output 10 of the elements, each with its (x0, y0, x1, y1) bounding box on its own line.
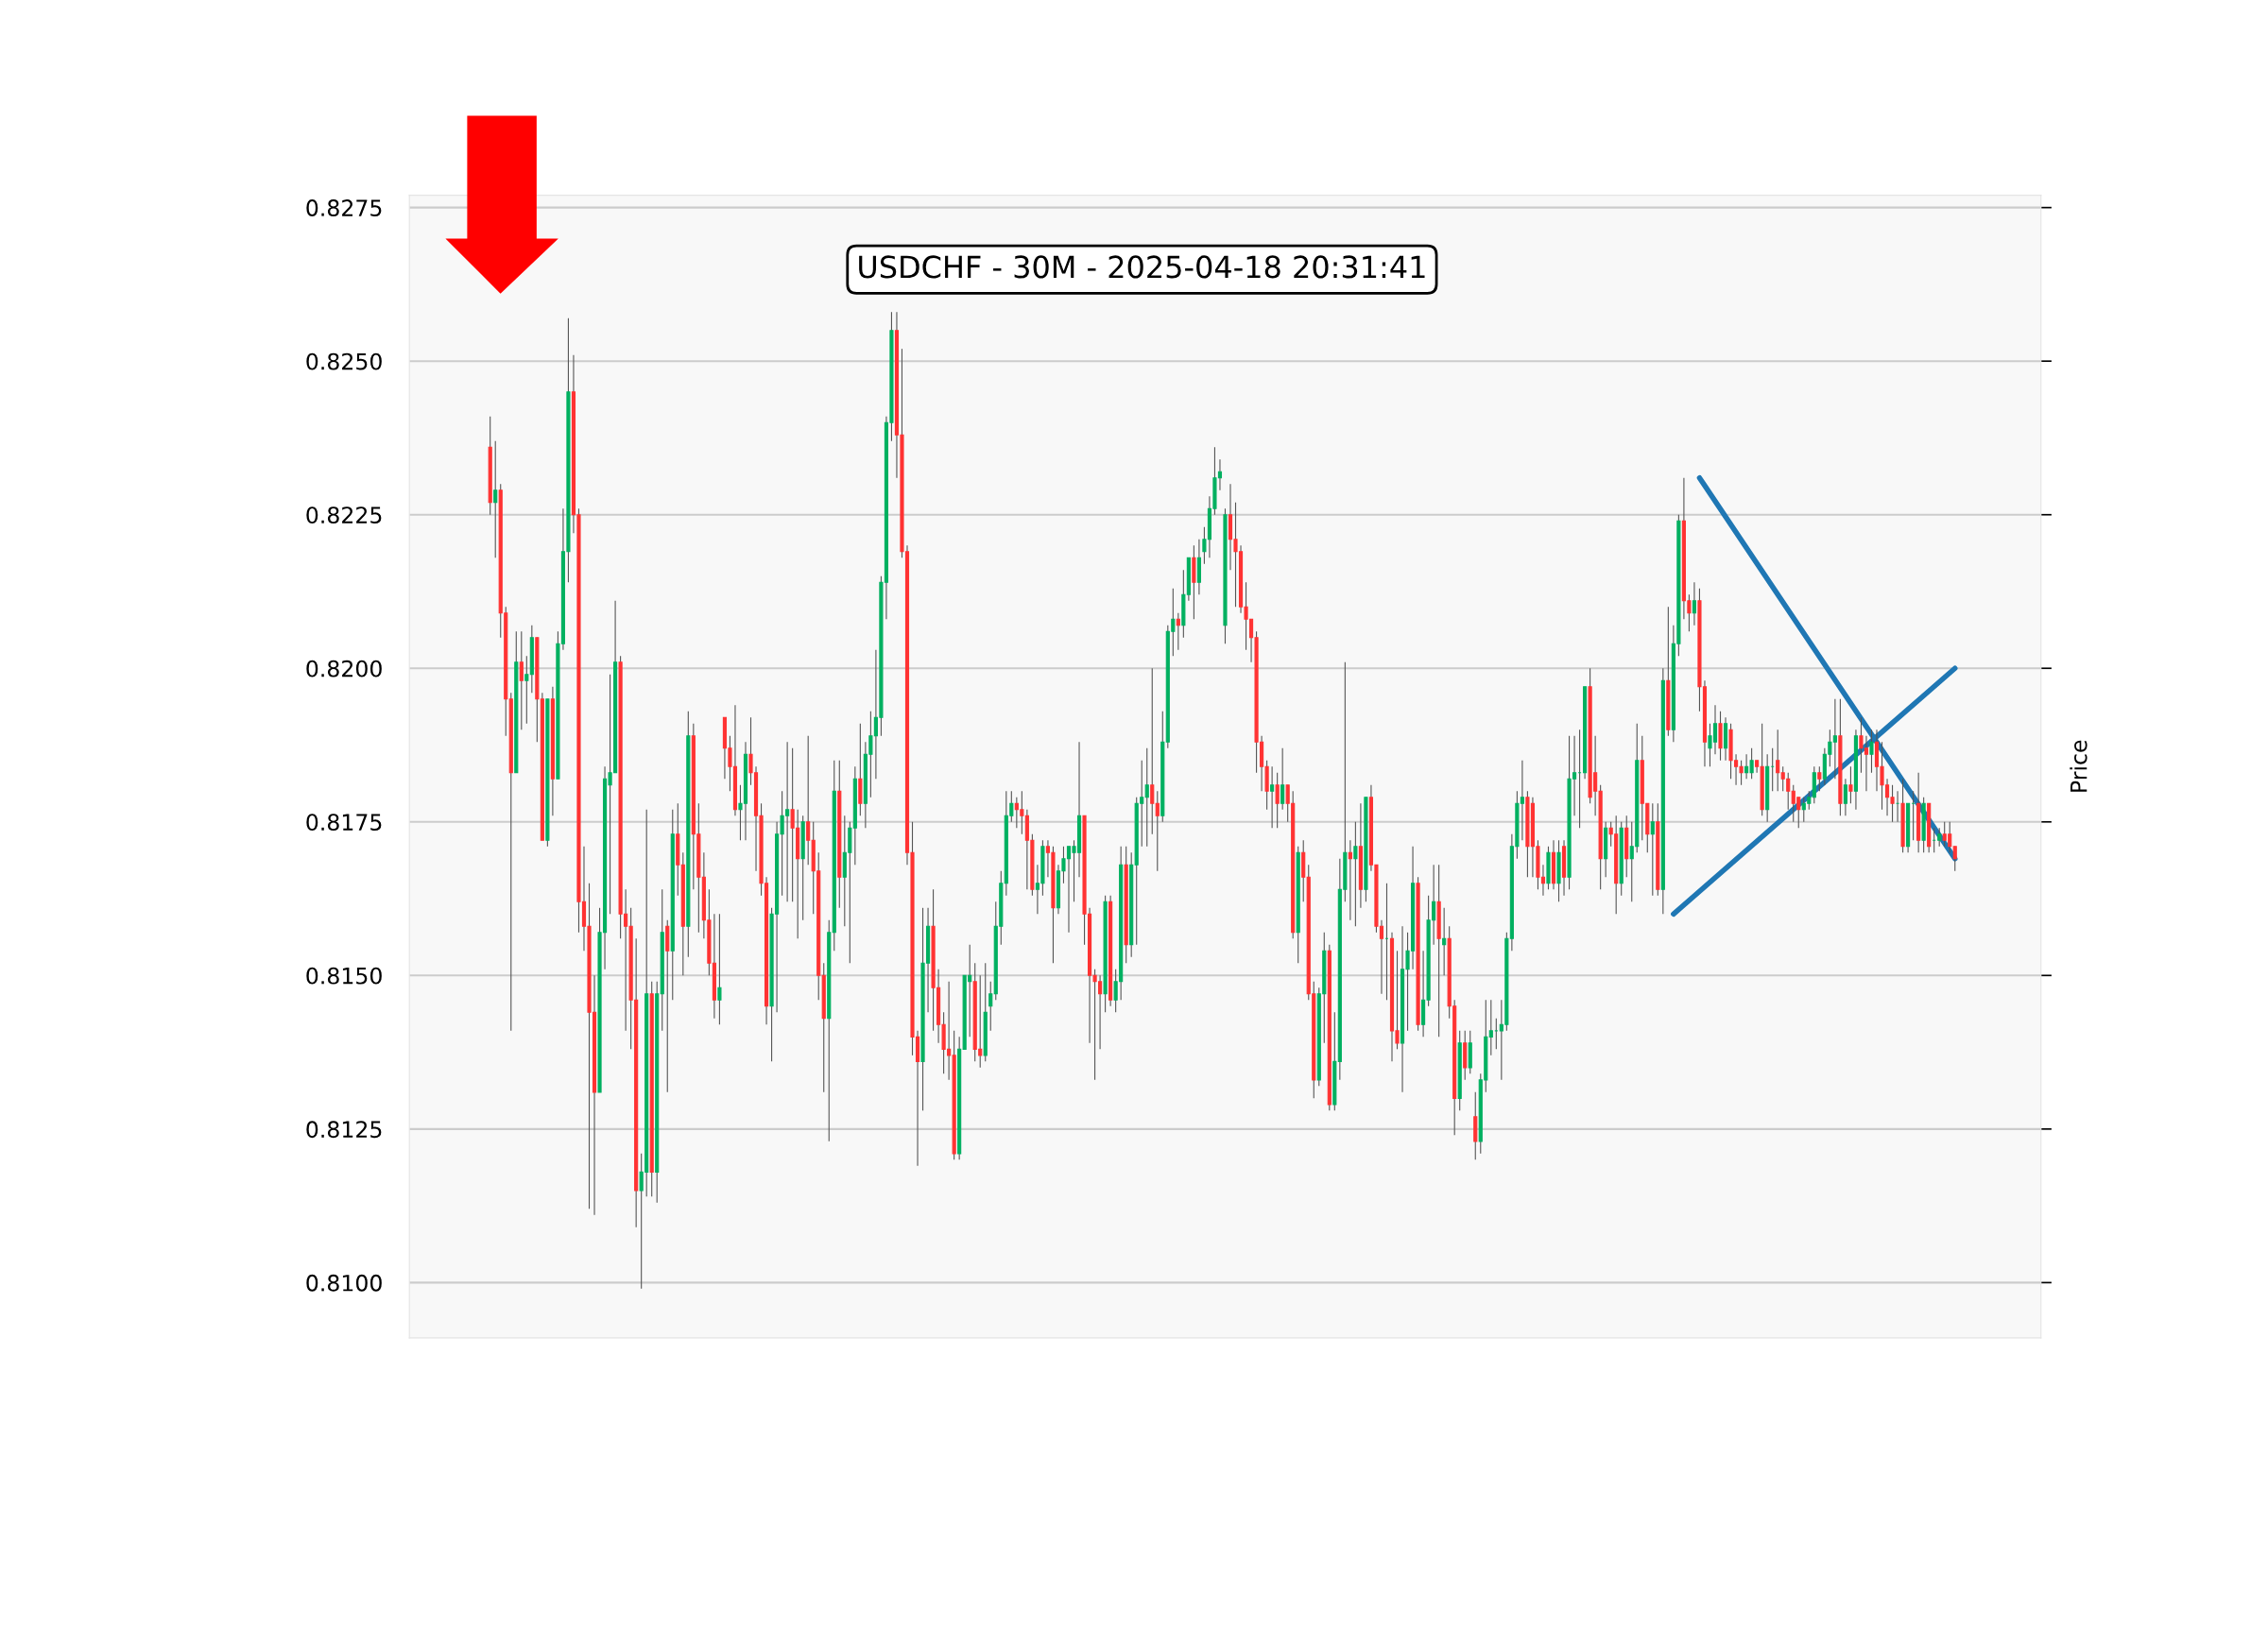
text: USDCHF - 30M - 2025-04-18 20:31:41 (859, 255, 1425, 279)
y-tick-label: 0.8150 (306, 967, 382, 985)
y-tick-label: 0.8125 (306, 1121, 382, 1139)
y-axis-title: Price (2070, 740, 2088, 792)
y-tick-label: 0.8175 (306, 814, 382, 832)
y-tick-label: 0.8100 (306, 1274, 382, 1292)
y-tick-label: 0.8250 (306, 352, 382, 370)
y-tick-label: 0.8225 (306, 506, 382, 524)
y-tick-label: 0.8200 (306, 660, 382, 678)
y-tick-label: 0.8275 (306, 199, 382, 216)
